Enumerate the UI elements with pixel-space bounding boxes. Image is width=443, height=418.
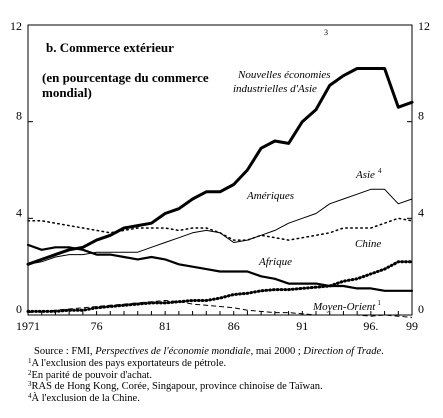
series-line-4 bbox=[26, 243, 414, 292]
y-tick-label-left: 12 bbox=[10, 19, 22, 33]
series-line-0 bbox=[26, 67, 414, 266]
source-note: Source : FMI, Perspectives de l'économie… bbox=[34, 346, 384, 357]
series-line-1 bbox=[27, 188, 413, 265]
y-tick-label-left: 8 bbox=[16, 109, 22, 123]
series-label-nie: Nouvelles économies bbox=[237, 69, 331, 81]
x-tick-label: 99 bbox=[406, 319, 418, 333]
x-tick-label: 91 bbox=[296, 319, 308, 333]
series-line-2 bbox=[27, 217, 413, 241]
footnote-1: 1A l'exclusion des pays exportateurs de … bbox=[28, 356, 227, 369]
y-tick-label-right: 8 bbox=[418, 109, 424, 123]
series-label-asie: Asie 4 bbox=[355, 167, 382, 181]
series-label-ameriques: Amériques bbox=[246, 190, 294, 202]
series-layer bbox=[26, 67, 414, 318]
chart-area: 0 0 4 4 8 8 12 12 1971 76 81 86 91 96. 99 b. Commerce … bbox=[10, 19, 430, 333]
y-tick-label-left: 0 bbox=[16, 302, 22, 316]
series-label-nie-2: industrielles d'Asie bbox=[233, 83, 317, 95]
panel-subtitle: (en pourcentage du commerce mondial) bbox=[42, 70, 209, 100]
series-label-chine: Chine bbox=[355, 238, 381, 250]
x-tick-label: 1971 bbox=[16, 319, 40, 333]
series-label-moyen-orient: Moyen-Orient 1 bbox=[312, 299, 381, 313]
series-line-5 bbox=[27, 300, 413, 318]
footnote-4: 4À l'exclusion de la Chine. bbox=[28, 392, 140, 405]
x-tick-label: 76 bbox=[91, 319, 103, 333]
panel-title-note-mark: 3 bbox=[324, 28, 328, 37]
footnotes: Source : FMI, Perspectives de l'économie… bbox=[28, 346, 438, 405]
panel-title: b. Commerce extérieur bbox=[46, 40, 174, 55]
panel-subtitle-line-2: mondial) bbox=[42, 85, 92, 100]
y-tick-label-right: 12 bbox=[418, 19, 430, 33]
x-tick-label: 96. bbox=[363, 319, 378, 333]
x-tick-label: 81 bbox=[159, 319, 171, 333]
panel-subtitle-line-1: (en pourcentage du commerce bbox=[42, 70, 209, 85]
tick-labels: 0 0 4 4 8 8 12 12 1971 76 81 86 91 96. 99 bbox=[10, 19, 430, 333]
series-label-afrique: Afrique bbox=[258, 256, 292, 268]
footnote-2: 2En parité de pouvoir d'achat. bbox=[28, 368, 153, 381]
y-tick-label-left: 4 bbox=[16, 205, 22, 219]
x-tick-label: 86 bbox=[228, 319, 240, 333]
y-tick-label-right: 4 bbox=[418, 205, 424, 219]
y-tick-label-right: 0 bbox=[418, 302, 424, 316]
series-line-3 bbox=[26, 260, 414, 313]
footnote-3: 3RAS de Hong Kong, Corée, Singapour, pro… bbox=[28, 380, 323, 393]
